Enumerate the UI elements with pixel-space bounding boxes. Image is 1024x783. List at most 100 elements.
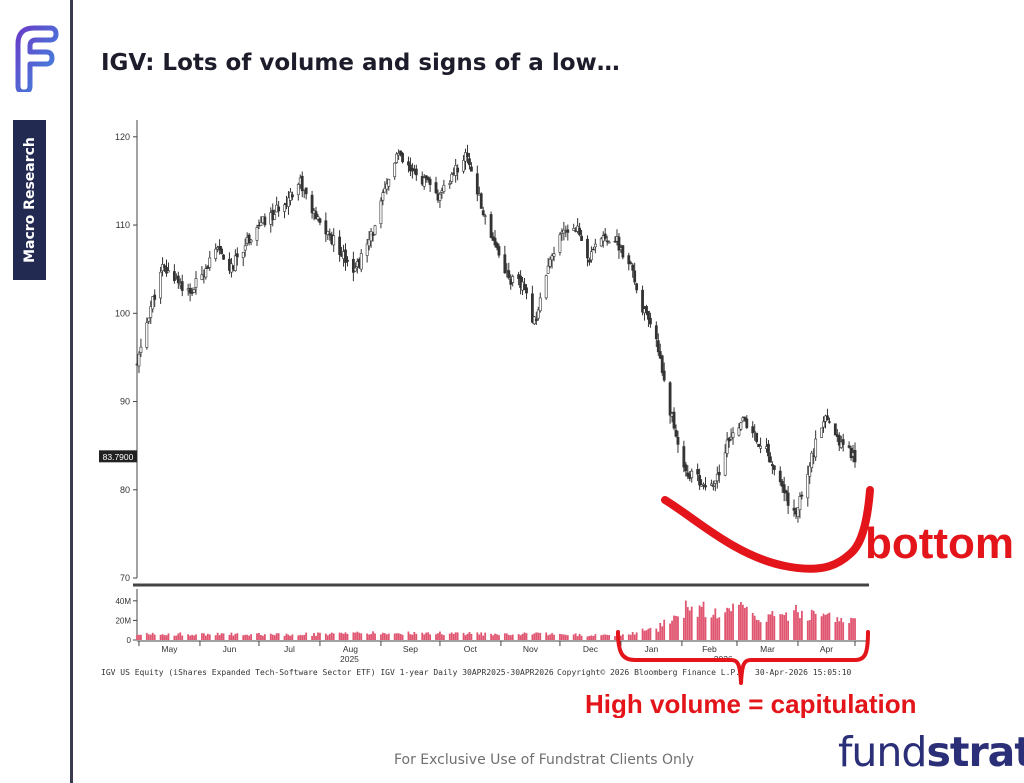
volume-bar <box>261 635 264 640</box>
volume-bar <box>328 633 331 640</box>
candle-body <box>729 436 733 440</box>
candle-body <box>145 322 149 348</box>
volume-bar <box>340 632 343 640</box>
volume-bar <box>147 634 150 640</box>
volume-bar <box>228 635 231 640</box>
capitulation-label: High volume = capitulation <box>585 689 917 718</box>
volume-bar <box>466 633 469 640</box>
candle-body <box>450 173 454 182</box>
left-divider <box>70 0 73 783</box>
candle-body <box>603 233 607 239</box>
volume-bar <box>714 608 717 640</box>
candle-body <box>200 274 204 280</box>
volume-bar <box>517 634 520 640</box>
volume-bar <box>480 632 483 640</box>
volume-bar <box>726 607 729 640</box>
volume-bar <box>574 633 577 640</box>
volume-bar <box>220 633 223 640</box>
candle-body <box>367 239 371 247</box>
candle-body <box>414 168 418 176</box>
volume-bar <box>564 634 567 640</box>
volume-bar <box>629 634 632 640</box>
volume-bar <box>287 634 290 640</box>
volume-bar <box>208 634 211 640</box>
candle-body <box>572 228 576 231</box>
candle-body <box>137 353 141 367</box>
volume-tick-label: 0 <box>127 636 132 645</box>
candle-body <box>383 187 387 193</box>
candle-body <box>475 173 479 195</box>
candle-body <box>599 238 603 247</box>
volume-bar <box>840 618 843 640</box>
volume-bar <box>401 634 404 640</box>
volume-bar <box>437 633 439 640</box>
candle-body <box>176 275 180 284</box>
chart-copyright: Copyright© 2026 Bloomberg Finance L.P. <box>557 668 740 677</box>
candle-body <box>381 192 385 201</box>
volume-bar <box>787 620 790 640</box>
candle-body <box>401 153 404 163</box>
candle-body <box>617 236 621 251</box>
volume-bar <box>645 630 648 640</box>
volume-bar <box>187 634 190 640</box>
volume-bar <box>590 635 593 640</box>
candle-body <box>222 254 225 260</box>
volume-bar <box>797 612 799 640</box>
month-label: Mar <box>760 644 775 654</box>
candle-body <box>139 346 143 353</box>
volume-bar <box>771 611 774 640</box>
volume-bars <box>136 600 856 640</box>
price-tick-label: 70 <box>120 573 130 583</box>
month-label: Nov <box>523 644 539 654</box>
month-label: May <box>161 644 178 654</box>
volume-bar <box>358 632 361 640</box>
candle-body <box>525 287 528 294</box>
volume-axis: 0 20M 40M <box>115 589 138 645</box>
candle-body <box>468 158 471 166</box>
volume-bar <box>374 633 376 640</box>
volume-bar <box>549 634 551 640</box>
volume-bar <box>244 634 247 640</box>
side-tab: Macro Research <box>13 120 46 280</box>
volume-bar <box>793 610 795 640</box>
volume-bar <box>273 635 276 640</box>
volume-bar <box>808 620 811 640</box>
volume-bar <box>765 621 768 640</box>
candle-body <box>711 485 715 487</box>
volume-bar <box>751 612 754 640</box>
bottom-label: bottom <box>865 519 1014 568</box>
candle-body <box>310 194 314 214</box>
volume-bar <box>478 634 481 640</box>
candle-body <box>725 439 729 454</box>
month-label: Oct <box>464 644 478 654</box>
volume-bar <box>448 633 451 640</box>
candle-body <box>757 443 761 447</box>
volume-bar <box>710 617 713 640</box>
candle-body <box>149 306 153 318</box>
candle-body <box>172 271 176 282</box>
volume-bar <box>140 634 142 640</box>
volume-bar <box>352 632 355 640</box>
candle-body <box>780 481 784 487</box>
volume-bar <box>415 633 418 640</box>
candle-body <box>751 426 755 434</box>
candle-body <box>159 271 163 299</box>
price-tick-label: 120 <box>115 132 130 142</box>
candle-body <box>658 351 662 359</box>
candle-body <box>580 235 583 241</box>
volume-bar <box>354 632 357 640</box>
footer-note: For Exclusive Use of Fundstrat Clients O… <box>393 752 695 768</box>
volume-bar <box>836 617 839 640</box>
volume-tick-label: 40M <box>115 597 131 606</box>
candle-body <box>442 184 446 192</box>
volume-bar <box>602 634 605 640</box>
candle-body <box>837 435 841 446</box>
volume-bar <box>195 634 197 640</box>
volume-bar <box>533 633 536 640</box>
candle-body <box>235 253 239 258</box>
candle-body <box>770 464 774 467</box>
candle-body <box>424 175 428 179</box>
capitulation-brace <box>616 630 870 685</box>
candle-body <box>220 248 223 254</box>
candle-body <box>654 325 658 340</box>
